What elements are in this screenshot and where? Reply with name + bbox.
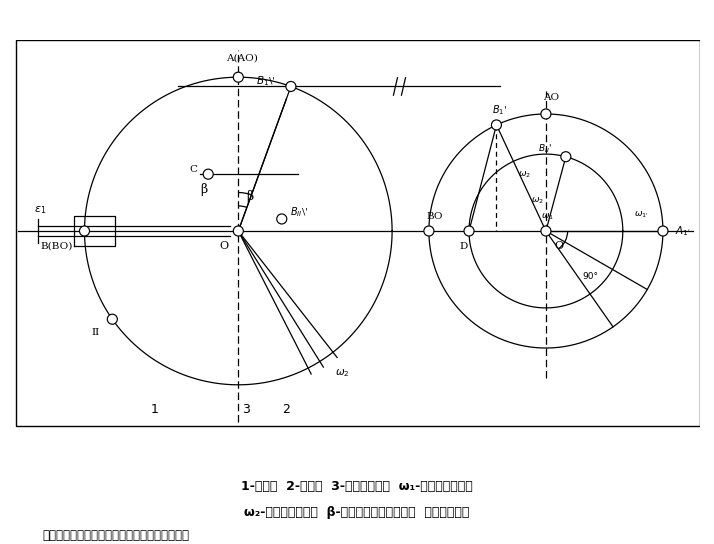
Text: β: β — [247, 190, 254, 203]
Circle shape — [541, 226, 551, 236]
Text: 90°: 90° — [583, 272, 599, 281]
Circle shape — [658, 226, 668, 236]
Circle shape — [277, 214, 287, 224]
Text: 单个万向节的传动图如图所示，几何关系可知：: 单个万向节的传动图如图所示，几何关系可知： — [43, 529, 190, 542]
Text: $B_{II}$\': $B_{II}$\' — [290, 206, 308, 219]
Text: D: D — [460, 242, 468, 251]
Circle shape — [424, 226, 434, 236]
Text: $\omega_2$: $\omega_2$ — [336, 367, 350, 379]
Circle shape — [233, 72, 243, 82]
Circle shape — [79, 226, 89, 236]
Text: AO: AO — [543, 93, 559, 102]
Text: β: β — [200, 183, 207, 196]
Circle shape — [541, 109, 551, 119]
Circle shape — [491, 120, 501, 130]
Text: 1: 1 — [151, 403, 159, 416]
Text: ω₂-主动轴的角速度  β-主动轴和从动轴的夹角  汽车底盘之家: ω₂-主动轴的角速度 β-主动轴和从动轴的夹角 汽车底盘之家 — [244, 506, 470, 519]
Text: C: C — [189, 165, 198, 174]
Text: 3: 3 — [242, 403, 251, 416]
Text: $\omega_2$: $\omega_2$ — [531, 196, 544, 206]
Text: A(AO): A(AO) — [226, 54, 258, 63]
Text: O: O — [555, 242, 564, 251]
Text: B(BO): B(BO) — [40, 241, 73, 250]
Text: $\omega_1$: $\omega_1$ — [540, 212, 553, 222]
Text: $\omega_{1'}$: $\omega_{1'}$ — [634, 209, 649, 220]
Text: $\omega_2$: $\omega_2$ — [518, 169, 531, 180]
Circle shape — [107, 314, 117, 324]
Circle shape — [286, 82, 296, 91]
Circle shape — [233, 226, 243, 236]
Text: $B_{II}$': $B_{II}$' — [538, 143, 551, 155]
Text: $B_1$': $B_1$' — [492, 103, 508, 117]
Circle shape — [464, 226, 474, 236]
Circle shape — [560, 152, 570, 162]
Text: $B_1$\': $B_1$\' — [256, 74, 275, 88]
Text: $\varepsilon_1$: $\varepsilon_1$ — [34, 205, 46, 216]
Text: 2: 2 — [283, 403, 291, 416]
Text: O: O — [219, 242, 228, 251]
Text: $A_{1'}$: $A_{1'}$ — [675, 224, 691, 238]
Text: BO: BO — [426, 212, 443, 221]
Text: II: II — [91, 328, 100, 337]
Text: 1-主动轴  2-从动轴  3-万向节十字轴  ω₁-主动轴的角速度: 1-主动轴 2-从动轴 3-万向节十字轴 ω₁-主动轴的角速度 — [241, 480, 473, 493]
Circle shape — [203, 169, 213, 179]
